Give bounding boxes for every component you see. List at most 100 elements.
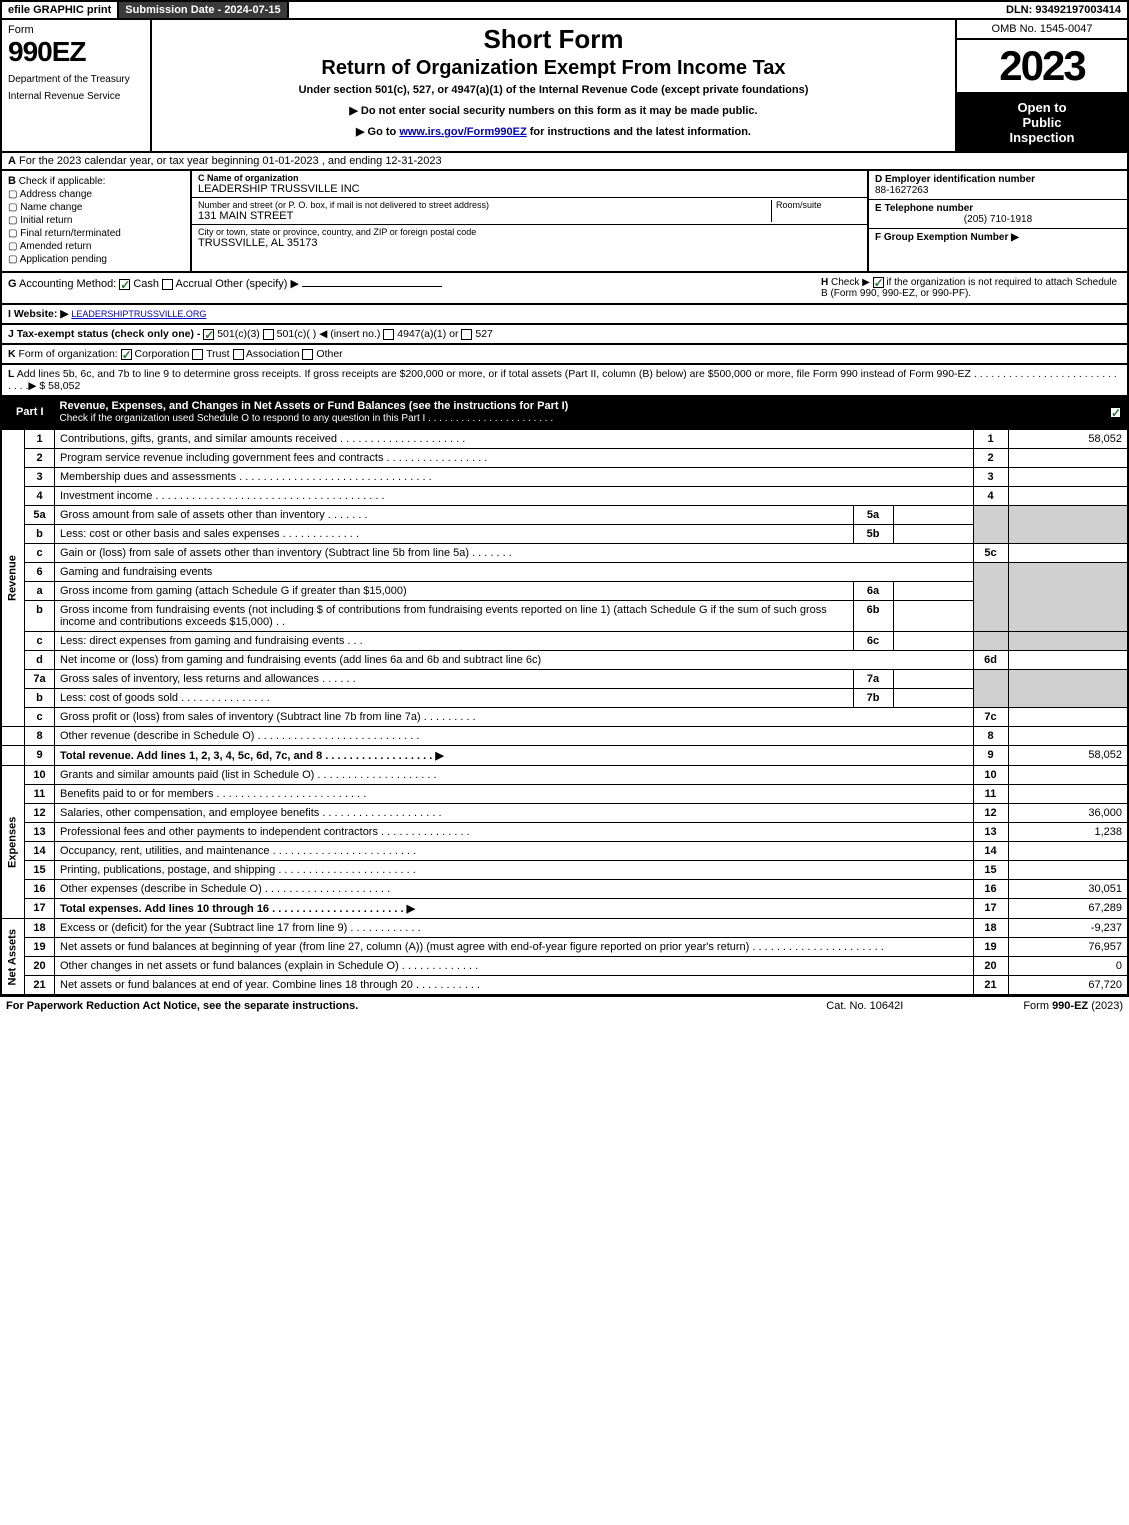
l11-num: 11 <box>25 785 55 804</box>
l9-desc: Total revenue. Add lines 1, 2, 3, 4, 5c,… <box>55 746 974 766</box>
l6d-val <box>1008 651 1128 670</box>
chk-trust[interactable] <box>192 349 203 360</box>
efile-label[interactable]: efile GRAPHIC print <box>2 2 119 18</box>
row-a-text: For the 2023 calendar year, or tax year … <box>16 155 442 167</box>
omb-number: OMB No. 1545-0047 <box>957 20 1127 40</box>
l7c-desc: Gross profit or (loss) from sales of inv… <box>55 708 974 727</box>
l6d-desc: Net income or (loss) from gaming and fun… <box>55 651 974 670</box>
irs-link[interactable]: www.irs.gov/Form990EZ <box>399 126 526 138</box>
chk-corporation[interactable] <box>121 349 132 360</box>
l14-desc: Occupancy, rent, utilities, and maintena… <box>55 842 974 861</box>
chk-other[interactable] <box>302 349 313 360</box>
topbar: efile GRAPHIC print Submission Date - 20… <box>0 0 1129 20</box>
row-j: J Tax-exempt status (check only one) - 5… <box>0 325 1129 345</box>
l20-num: 20 <box>25 957 55 976</box>
l7c-num: c <box>25 708 55 727</box>
l3-val <box>1008 468 1128 487</box>
addr-value: 131 MAIN STREET <box>198 210 771 222</box>
website-link[interactable]: LEADERSHIPTRUSSVILLE.ORG <box>71 309 206 319</box>
l21-num: 21 <box>25 976 55 996</box>
row-k: K Form of organization: Corporation Trus… <box>0 345 1129 365</box>
chk-501c3[interactable] <box>203 329 214 340</box>
row-g-h: G Accounting Method: Cash Accrual Other … <box>0 273 1129 305</box>
l6d-num: d <box>25 651 55 670</box>
subtitle: Under section 501(c), 527, or 4947(a)(1)… <box>160 84 947 96</box>
l6c-num: c <box>25 632 55 651</box>
note-link: ▶ Go to www.irs.gov/Form990EZ for instru… <box>160 125 947 138</box>
l8-ln: 8 <box>973 727 1008 746</box>
l20-val: 0 <box>1008 957 1128 976</box>
l9-ln: 9 <box>973 746 1008 766</box>
c-label: C Name of organization <box>198 173 861 183</box>
l13-val: 1,238 <box>1008 823 1128 842</box>
insp1: Open to <box>961 100 1123 115</box>
chk-cash[interactable] <box>119 279 130 290</box>
form-number: 990EZ <box>8 36 144 68</box>
note-ssn: ▶ Do not enter social security numbers o… <box>160 104 947 117</box>
j-opt1: 501(c)(3) <box>214 328 262 340</box>
l6c-sn: 6c <box>853 632 893 651</box>
chk-501c[interactable] <box>263 329 274 340</box>
header-right: OMB No. 1545-0047 2023 Open to Public In… <box>957 20 1127 151</box>
l8-desc: Other revenue (describe in Schedule O) .… <box>55 727 974 746</box>
footer-left: For Paperwork Reduction Act Notice, see … <box>6 1000 826 1012</box>
chk-address-change[interactable]: Address change <box>8 189 184 200</box>
chk-4947[interactable] <box>383 329 394 340</box>
l5c-ln: 5c <box>973 544 1008 563</box>
chk-name-change[interactable]: Name change <box>8 202 184 213</box>
l13-desc: Professional fees and other payments to … <box>55 823 974 842</box>
l5c-desc: Gain or (loss) from sale of assets other… <box>55 544 974 563</box>
chk-527[interactable] <box>461 329 472 340</box>
chk-final-return[interactable]: Final return/terminated <box>8 228 184 239</box>
row-l: L Add lines 5b, 6c, and 7b to line 9 to … <box>0 365 1129 397</box>
l18-ln: 18 <box>973 919 1008 938</box>
submission-date: Submission Date - 2024-07-15 <box>119 2 288 18</box>
l4-desc: Investment income . . . . . . . . . . . … <box>55 487 974 506</box>
h-text: Check ▶ <box>828 277 872 288</box>
chk-initial-return[interactable]: Initial return <box>8 215 184 226</box>
dept-irs: Internal Revenue Service <box>8 91 144 102</box>
l15-ln: 15 <box>973 861 1008 880</box>
l5c-val <box>1008 544 1128 563</box>
l12-ln: 12 <box>973 804 1008 823</box>
title-short-form: Short Form <box>160 24 947 55</box>
title-return: Return of Organization Exempt From Incom… <box>160 57 947 80</box>
chk-association[interactable] <box>233 349 244 360</box>
ein-value: 88-1627263 <box>875 185 928 196</box>
l4-val <box>1008 487 1128 506</box>
col-c: C Name of organization LEADERSHIP TRUSSV… <box>192 171 867 271</box>
l11-ln: 11 <box>973 785 1008 804</box>
l21-desc: Net assets or fund balances at end of ye… <box>55 976 974 996</box>
l15-desc: Printing, publications, postage, and shi… <box>55 861 974 880</box>
l6d-ln: 6d <box>973 651 1008 670</box>
l15-num: 15 <box>25 861 55 880</box>
l6b-sv <box>893 601 973 632</box>
l19-desc: Net assets or fund balances at beginning… <box>55 938 974 957</box>
l16-num: 16 <box>25 880 55 899</box>
l5c-num: c <box>25 544 55 563</box>
l7b-sn: 7b <box>853 689 893 708</box>
l8-num: 8 <box>25 727 55 746</box>
l12-num: 12 <box>25 804 55 823</box>
e-label: E Telephone number <box>875 203 973 214</box>
chk-schedule-b[interactable] <box>873 277 884 288</box>
l5a-num: 5a <box>25 506 55 525</box>
l7b-desc: Less: cost of goods sold . . . . . . . .… <box>55 689 854 708</box>
chk-schedule-o[interactable] <box>1110 407 1121 418</box>
chk-amended-return[interactable]: Amended return <box>8 241 184 252</box>
l5a-desc: Gross amount from sale of assets other t… <box>55 506 854 525</box>
l18-val: -9,237 <box>1008 919 1128 938</box>
chk-application-pending[interactable]: Application pending <box>8 254 184 265</box>
b-header: B <box>8 175 16 187</box>
l6a-sn: 6a <box>853 582 893 601</box>
part1-header: Part I Revenue, Expenses, and Changes in… <box>0 397 1129 429</box>
l6a-desc: Gross income from gaming (attach Schedul… <box>55 582 854 601</box>
dln: DLN: 93492197003414 <box>1000 2 1127 18</box>
k-trust: Trust <box>203 348 232 360</box>
l1-num: 1 <box>25 430 55 449</box>
chk-accrual[interactable] <box>162 279 173 290</box>
l19-ln: 19 <box>973 938 1008 957</box>
l2-ln: 2 <box>973 449 1008 468</box>
l14-val <box>1008 842 1128 861</box>
l3-ln: 3 <box>973 468 1008 487</box>
